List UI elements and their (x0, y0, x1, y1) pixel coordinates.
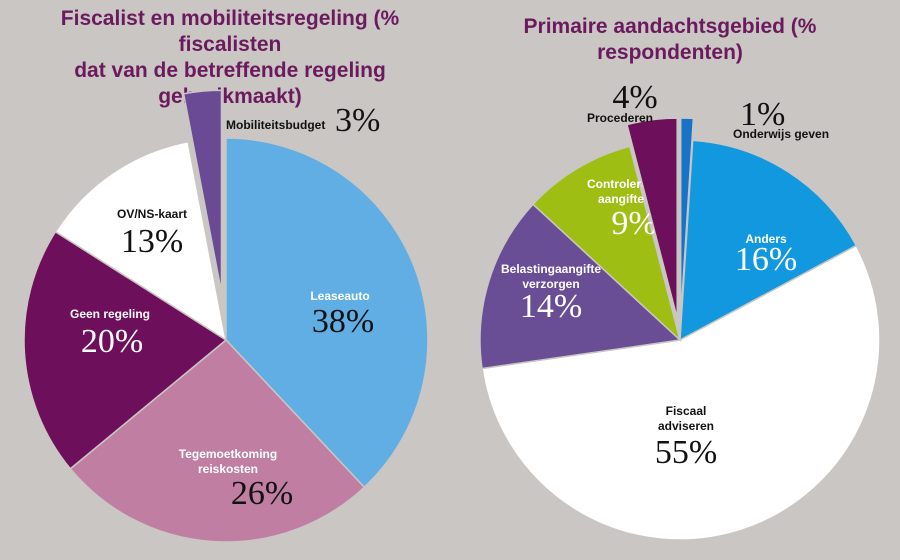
right-chart-title: Primaire aandachtsgebied (% respondenten… (523, 15, 817, 64)
chart-0-slice-1-value: 26% (231, 475, 293, 512)
chart-1-slice-5-label: Procederen (587, 111, 653, 125)
chart-1-slice-0-value: 1% (740, 96, 785, 133)
chart-1-slice-0-label: Onderwijs geven (733, 127, 829, 141)
chart-0-slice-1 (69, 338, 366, 543)
chart-1-slice-1 (679, 139, 858, 342)
chart-1-slice-4 (532, 145, 682, 343)
chart-0-slice-0-value: 38% (312, 303, 374, 340)
chart-1-slice-3 (479, 203, 682, 370)
chart-1-slice-3-value: 14% (520, 288, 582, 325)
chart-0-slice-2 (23, 230, 228, 470)
chart-1-slice-5 (626, 117, 678, 319)
chart-1-slice-5-value: 4% (612, 79, 657, 116)
chart-1-slice-1-value: 16% (735, 241, 797, 278)
chart-0-slice-0 (225, 137, 429, 489)
chart-0-slice-2-value: 20% (81, 323, 143, 360)
chart-1-slice-2-value: 55% (655, 434, 717, 471)
chart-1-slice-2 (481, 244, 881, 541)
chart-0-slice-1-label: Tegemoetkoming reiskosten (179, 447, 277, 476)
chart-0-slice-2-label: Geen regeling (70, 307, 150, 321)
chart-1-slice-3-label: Belastingaangifte verzorgen (501, 262, 601, 291)
chart-1-slice-2-label: Fiscaal adviseren (658, 404, 714, 433)
chart-0-slice-0-label: Leaseauto (310, 289, 369, 303)
chart-1-slice-1-label: Anders (745, 232, 787, 246)
chart-0-slice-3-label: OV/NS-kaart (117, 207, 187, 221)
chart-0-slice-3-value: 13% (121, 223, 183, 260)
chart-0-slice-4 (182, 89, 223, 293)
chart-0-slice-4-value: 3% (335, 102, 380, 139)
left-chart-title: Fiscalist en mobiliteitsregeling (% fisc… (60, 7, 400, 108)
chart-1-slice-4-label: Controleren aangifte (587, 177, 655, 206)
chart-0-slice-3 (54, 140, 228, 342)
chart-0-slice-4-label: Mobiliteitsbudget (226, 118, 325, 132)
